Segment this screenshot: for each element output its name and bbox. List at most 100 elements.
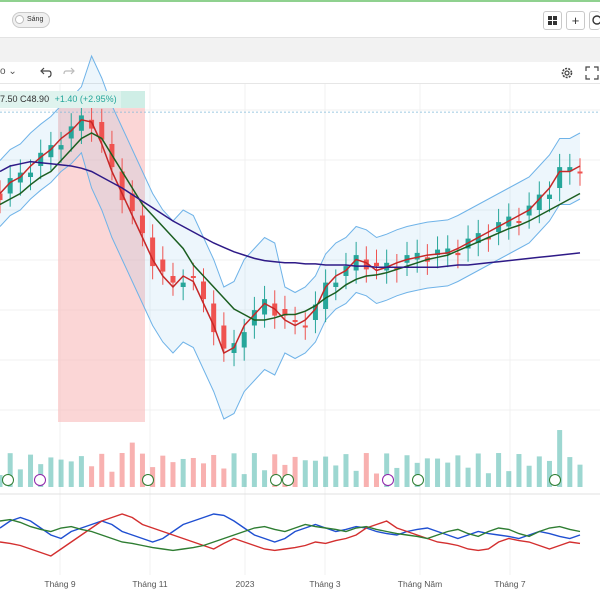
ma-fast-line xyxy=(0,118,581,355)
grid-layout-button[interactable] xyxy=(543,11,562,30)
candle-body xyxy=(119,171,125,201)
candle-body xyxy=(78,115,84,131)
candle-body xyxy=(536,194,542,210)
candle-body xyxy=(211,303,217,333)
volume-bar xyxy=(109,471,115,487)
volume-bar xyxy=(262,470,268,487)
volume-bar xyxy=(302,460,308,487)
oscillator-line xyxy=(0,513,581,557)
volume-bar xyxy=(536,456,542,487)
x-tick-label: Tháng Năm xyxy=(398,579,442,589)
volume-bar xyxy=(465,467,471,487)
candle-body xyxy=(414,252,420,260)
gear-icon[interactable] xyxy=(560,66,574,80)
volume-bar xyxy=(394,467,400,487)
candle-body xyxy=(150,237,156,267)
event-marker-icon xyxy=(382,474,394,486)
top-bar: Sáng + xyxy=(0,0,600,38)
candle-body xyxy=(557,167,563,188)
candle-body xyxy=(89,119,95,129)
candle-body xyxy=(567,167,573,172)
candle-body xyxy=(394,267,400,270)
add-button[interactable]: + xyxy=(566,11,585,30)
candle-body xyxy=(435,249,441,256)
x-tick-label: Tháng 11 xyxy=(132,579,168,589)
interval-selector[interactable]: o ⌄ xyxy=(0,66,17,77)
candle-body xyxy=(221,325,227,349)
candle-body xyxy=(353,255,359,271)
event-marker-icon xyxy=(142,474,154,486)
plus-icon: + xyxy=(571,13,580,28)
event-marker-icon xyxy=(2,474,14,486)
volume-bar xyxy=(99,453,105,487)
theme-toggle[interactable]: Sáng xyxy=(12,12,51,28)
volume-bar xyxy=(68,461,74,487)
candle-body xyxy=(455,252,461,256)
volume-bar xyxy=(7,453,13,487)
volume-bar xyxy=(28,454,34,487)
redo-icon[interactable] xyxy=(63,66,77,80)
change-value: +1.40 (+2.95%) xyxy=(54,94,117,104)
volume-bar xyxy=(119,453,125,487)
volume-bar xyxy=(160,455,166,487)
undo-icon[interactable] xyxy=(38,66,52,80)
x-tick-label: Tháng 9 xyxy=(44,579,75,589)
candle-body xyxy=(262,299,268,315)
candle-body xyxy=(28,172,34,177)
volume-bar xyxy=(312,460,318,487)
volume-bar xyxy=(435,458,441,487)
volume-bar xyxy=(445,462,451,487)
ohlc-legend: 7.50 C48.90 +1.40 (+2.95%) xyxy=(0,91,121,108)
candle-body xyxy=(485,237,491,240)
event-marker-icon xyxy=(34,474,46,486)
bollinger-lower-line xyxy=(0,151,581,420)
volume-bar xyxy=(475,453,481,487)
fullscreen-icon[interactable] xyxy=(585,66,599,80)
volume-bar xyxy=(567,457,573,487)
volume-bar xyxy=(353,470,359,487)
candle-body xyxy=(292,320,298,322)
event-marker-icon xyxy=(282,474,294,486)
candle-body xyxy=(129,193,135,212)
volume-bar xyxy=(292,456,298,487)
oscillator-line xyxy=(0,518,581,552)
close-value: C48.90 xyxy=(20,94,50,104)
volume-bar xyxy=(129,442,135,487)
volume-bar xyxy=(221,468,227,487)
volume-bar xyxy=(343,454,349,487)
candle-body xyxy=(373,262,379,267)
candle-body xyxy=(251,310,257,326)
volume-bar xyxy=(139,453,145,487)
candle-body xyxy=(323,282,329,309)
event-marker-icon xyxy=(270,474,282,486)
volume-bar xyxy=(577,464,583,487)
bollinger-upper-line xyxy=(0,54,581,294)
volume-bar xyxy=(180,458,186,487)
candle-body xyxy=(516,221,522,223)
candle-body xyxy=(312,304,318,320)
x-tick-label: Tháng 7 xyxy=(494,579,525,589)
event-marker-icon xyxy=(549,474,561,486)
volume-bar xyxy=(211,454,217,487)
toggle-knob-icon xyxy=(15,15,24,24)
volume-bar xyxy=(496,453,502,487)
volume-bar xyxy=(190,457,196,487)
candle-body xyxy=(445,248,451,254)
volume-bar xyxy=(89,466,95,487)
volume-bar xyxy=(516,454,522,487)
candle-body xyxy=(282,309,288,316)
volume-bar xyxy=(363,453,369,487)
volume-bar xyxy=(241,474,247,487)
search-button[interactable] xyxy=(589,11,600,30)
candle-body xyxy=(201,281,207,300)
open-value: 7.50 xyxy=(0,94,18,104)
grid-icon xyxy=(548,16,557,25)
volume-bar xyxy=(546,460,552,487)
volume-bar xyxy=(48,457,54,487)
candle-body xyxy=(38,152,44,166)
candle-body xyxy=(48,145,54,158)
candle-body xyxy=(333,282,339,287)
volume-bar xyxy=(373,473,379,487)
volume-bar xyxy=(323,456,329,487)
